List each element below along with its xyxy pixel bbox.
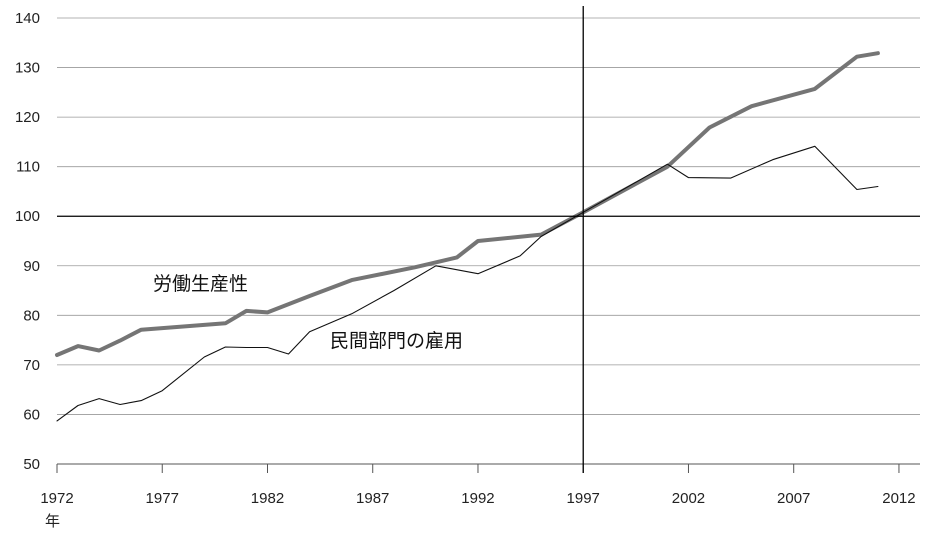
x-axis: 1972 1977 1982 1987 1992 1997 2002 2007 2012 [40,463,920,507]
y-tick-label-60: 60 [23,406,40,423]
y-tick-label-140: 140 [15,10,40,27]
y-tick-label-110: 110 [16,159,40,176]
x-tick-label-1992: 1992 [461,490,494,507]
x-tick-label-2012: 2012 [882,490,915,507]
x-tick-label-1987: 1987 [356,490,389,507]
series-line-private-employment [56,145,879,422]
x-tick-label-2002: 2002 [672,490,705,507]
series-label-labor-productivity: 労働生産性 [153,273,248,295]
x-tick-label-1997: 1997 [567,490,600,507]
x-axis-unit-label: 年 [45,512,61,530]
y-tick-label-70: 70 [23,357,40,374]
y-tick-label-130: 130 [15,60,40,77]
reference-lines [57,6,920,473]
x-tick-label-1982: 1982 [251,490,284,507]
y-axis-tick-labels: 50 60 70 80 90 100 110 120 130 140 [15,10,40,473]
y-tick-label-80: 80 [23,307,40,324]
y-tick-label-100: 100 [15,208,40,225]
series-label-private-employment: 民間部門の雇用 [330,330,463,352]
series-lines [55,51,880,422]
y-tick-label-90: 90 [23,258,40,275]
x-tick-label-1977: 1977 [146,490,179,507]
y-tick-label-50: 50 [23,456,40,473]
series-line-labor-productivity [55,51,880,357]
x-tick-label-1972: 1972 [40,490,73,507]
grid-lines [57,17,920,465]
x-tick-label-2007: 2007 [777,490,810,507]
y-tick-label-120: 120 [15,109,40,126]
